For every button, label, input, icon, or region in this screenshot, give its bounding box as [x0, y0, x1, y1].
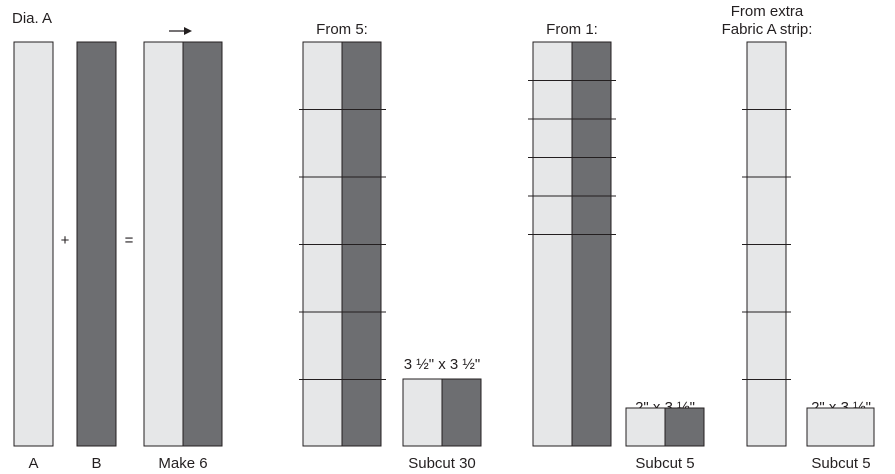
- fabric-a-strip: [13, 41, 54, 447]
- from5-cut-lines: [299, 109, 386, 380]
- from1-strip-set: [532, 41, 612, 447]
- from5-count-label: Subcut 30: [408, 455, 476, 472]
- from1-subcut-unit: [625, 407, 705, 447]
- from5-size-label: 3 ½" x 3 ½": [404, 356, 481, 373]
- fabric-b-label: B: [91, 455, 101, 472]
- pressing-arrow-icon: [169, 27, 192, 35]
- strip-set: [143, 41, 223, 447]
- fromA-heading-line2: Fabric A strip:: [722, 21, 813, 38]
- from1-cut-lines: [528, 80, 616, 235]
- fabric-a-label: A: [28, 455, 38, 472]
- fromA-subcut-unit: [806, 407, 875, 447]
- fromA-count-label: Subcut 5: [811, 455, 870, 472]
- fabric-b-strip: [76, 41, 117, 447]
- from5-subcut-unit: [402, 378, 482, 447]
- from5-heading: From 5:: [316, 21, 368, 38]
- strip-set-count-label: Make 6: [158, 455, 207, 472]
- from1-count-label: Subcut 5: [635, 455, 694, 472]
- from1-heading: From 1:: [546, 21, 598, 38]
- fromA-cut-lines: [742, 109, 791, 380]
- fromA-heading-line1: From extra: [731, 3, 804, 20]
- plus-sign: +: [61, 232, 70, 249]
- equals-sign: =: [125, 232, 134, 249]
- diagram-title: Dia. A: [12, 10, 52, 27]
